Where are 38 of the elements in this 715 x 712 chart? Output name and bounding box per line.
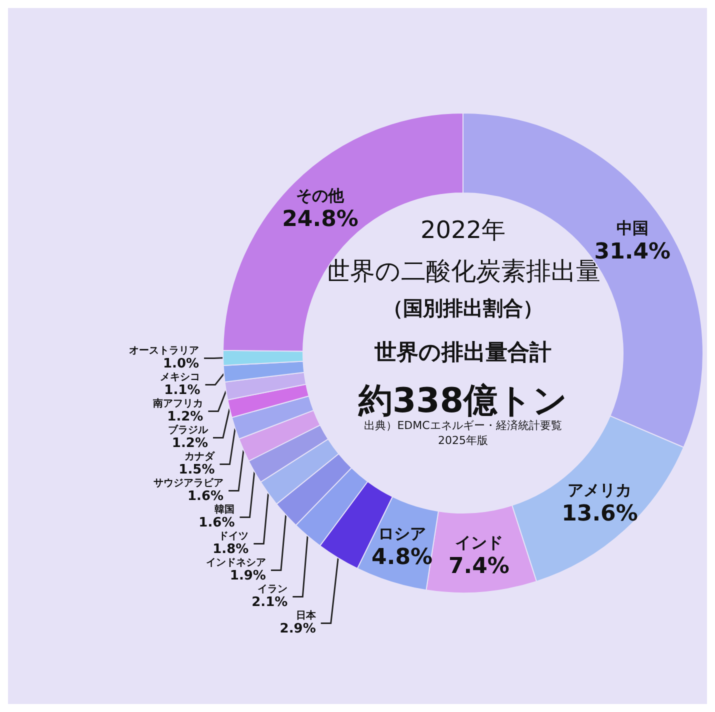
text: 世界の排出量合計 — [374, 340, 552, 366]
slice-label: その他 — [296, 186, 346, 206]
slice-label: ドイツ — [218, 531, 249, 542]
slice-label: インド — [454, 532, 503, 552]
slice-label: ロシア — [378, 524, 426, 544]
data-label: 7.4% — [448, 554, 510, 579]
slice-label: 韓国 — [214, 504, 235, 516]
data-label: 1.9% — [230, 568, 266, 584]
data-label: 31.4% — [594, 240, 671, 265]
data-label: 1.0% — [162, 356, 200, 372]
data-label: 1.8% — [212, 542, 249, 558]
slice-label: ブラジル — [168, 424, 209, 436]
text: 2025年版 — [438, 434, 488, 447]
data-label: 1.6% — [187, 489, 224, 504]
data-label: 2.1% — [252, 595, 288, 610]
slice-label: 南アフリカ — [152, 398, 204, 410]
text: 約338億トン — [358, 381, 568, 421]
slice-label: 日本 — [296, 610, 317, 622]
slice-label: アメリカ — [568, 480, 632, 500]
data-label: 1.2% — [172, 436, 208, 452]
data-label: 13.6% — [562, 502, 638, 527]
slice-label: イラン — [258, 584, 288, 596]
slice-label: メキシコ — [160, 372, 200, 384]
data-label: 1.1% — [164, 383, 200, 398]
text: （国別排出割合） — [383, 296, 543, 320]
text: 2022年 — [420, 216, 506, 244]
source-note: 出典）EDMCエネルギー・経済統計要覧 — [364, 419, 562, 432]
data-label: 24.8% — [282, 207, 358, 232]
data-label: 4.8% — [372, 545, 433, 570]
slice-label: オーストラリア — [129, 346, 200, 357]
data-label: 1.5% — [178, 462, 215, 478]
slice-label: カナダ — [184, 450, 216, 463]
data-label: 2.9% — [280, 622, 316, 637]
slice-label: インドネシア — [206, 558, 266, 569]
data-label: 1.6% — [198, 516, 235, 531]
slice-label: 中国 — [616, 218, 648, 238]
data-label: 1.2% — [167, 410, 204, 425]
slice-label: サウジアラビア — [154, 477, 224, 490]
